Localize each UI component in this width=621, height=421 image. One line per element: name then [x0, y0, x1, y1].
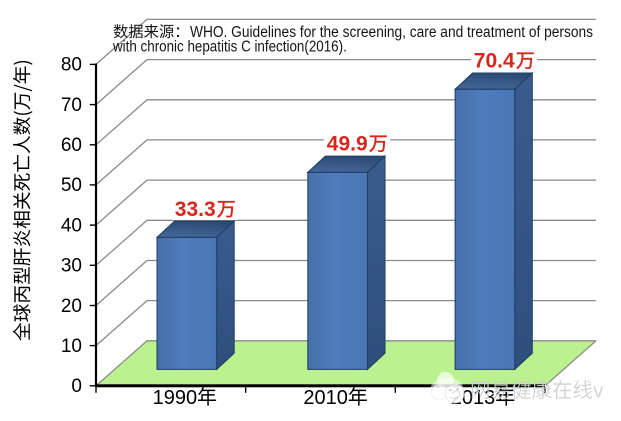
svg-text:49.9: 49.9	[327, 133, 368, 156]
svg-text:1990: 1990	[153, 387, 198, 409]
svg-text:WHO. Guidelines for the screen: WHO. Guidelines for the screening, care …	[190, 24, 593, 41]
svg-text:80: 80	[61, 55, 82, 76]
svg-text:50: 50	[61, 175, 82, 196]
svg-text:20: 20	[61, 296, 82, 317]
svg-text:0: 0	[71, 376, 82, 397]
svg-text:70: 70	[61, 95, 82, 116]
svg-text:with chronic hepatitis C infec: with chronic hepatitis C infection(2016)…	[112, 39, 347, 56]
svg-text:60: 60	[61, 135, 82, 156]
svg-text:2010: 2010	[303, 387, 348, 409]
svg-text:70.4: 70.4	[474, 50, 515, 73]
svg-text:33.3: 33.3	[175, 198, 216, 221]
svg-text:40: 40	[61, 215, 82, 236]
svg-text:10: 10	[61, 336, 82, 357]
svg-text:30: 30	[61, 256, 82, 277]
